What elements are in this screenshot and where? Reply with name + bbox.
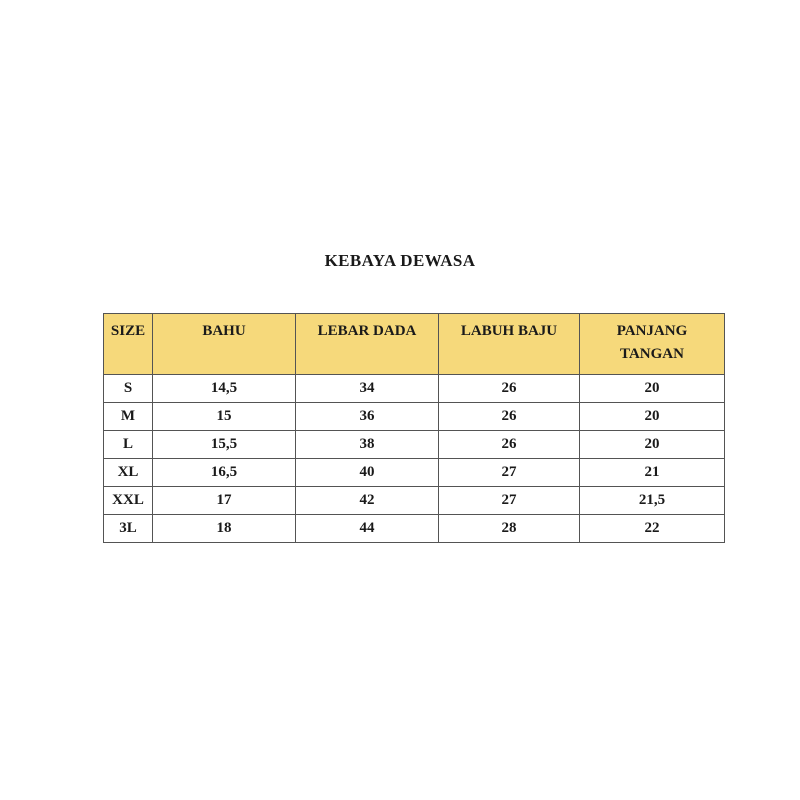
- cell-labuh-baju: 26: [438, 402, 580, 431]
- column-header-size: SIZE: [103, 313, 153, 375]
- page-title: KEBAYA DEWASA: [324, 251, 476, 270]
- column-header-label: LEBAR DADA: [317, 323, 417, 339]
- cell-size: XXL: [103, 486, 153, 515]
- cell-size: 3L: [103, 514, 153, 543]
- cell-size: M: [103, 402, 153, 431]
- column-header-label: LABUH BAJU: [460, 323, 558, 339]
- table-row: 3L 18 44 28 22: [103, 514, 725, 543]
- cell-size: S: [103, 374, 153, 403]
- header-row: SIZE BAHU LEBAR DADA LABUH BAJU PANJANG: [103, 313, 725, 375]
- column-header-bahu: BAHU: [152, 313, 296, 375]
- table-row: M 15 36 26 20: [103, 402, 725, 431]
- cell-lebar-dada: 42: [295, 486, 439, 515]
- table-row: XXL 17 42 27 21,5: [103, 486, 725, 515]
- cell-labuh-baju: 26: [438, 430, 580, 459]
- table-row: L 15,5 38 26 20: [103, 430, 725, 459]
- cell-panjang-tangan: 20: [579, 374, 725, 403]
- cell-panjang-tangan: 22: [579, 514, 725, 543]
- cell-size: L: [103, 430, 153, 459]
- cell-bahu: 18: [152, 514, 296, 543]
- cell-lebar-dada: 38: [295, 430, 439, 459]
- cell-labuh-baju: 27: [438, 458, 580, 487]
- column-header-labuh-baju: LABUH BAJU: [438, 313, 580, 375]
- cell-size: XL: [103, 458, 153, 487]
- cell-panjang-tangan: 20: [579, 430, 725, 459]
- cell-labuh-baju: 26: [438, 374, 580, 403]
- column-header-panjang-tangan: PANJANG TANGAN: [579, 313, 725, 375]
- cell-bahu: 15: [152, 402, 296, 431]
- cell-labuh-baju: 27: [438, 486, 580, 515]
- cell-lebar-dada: 36: [295, 402, 439, 431]
- cell-panjang-tangan: 21,5: [579, 486, 725, 515]
- cell-panjang-tangan: 20: [579, 402, 725, 431]
- column-header-label: PANJANG: [616, 323, 688, 339]
- table-row: S 14,5 34 26 20: [103, 374, 725, 403]
- cell-lebar-dada: 34: [295, 374, 439, 403]
- column-header-label-line2: TANGAN: [620, 346, 684, 362]
- size-chart-table: SIZE BAHU LEBAR DADA LABUH BAJU PANJANG: [103, 313, 725, 543]
- cell-bahu: 16,5: [152, 458, 296, 487]
- cell-lebar-dada: 40: [295, 458, 439, 487]
- cell-bahu: 14,5: [152, 374, 296, 403]
- cell-bahu: 15,5: [152, 430, 296, 459]
- cell-bahu: 17: [152, 486, 296, 515]
- column-header-lebar-dada: LEBAR DADA: [295, 313, 439, 375]
- cell-lebar-dada: 44: [295, 514, 439, 543]
- cell-panjang-tangan: 21: [579, 458, 725, 487]
- table-row: XL 16,5 40 27 21: [103, 458, 725, 487]
- column-header-label: BAHU: [202, 323, 246, 339]
- cell-labuh-baju: 28: [438, 514, 580, 543]
- column-header-label: SIZE: [110, 323, 146, 339]
